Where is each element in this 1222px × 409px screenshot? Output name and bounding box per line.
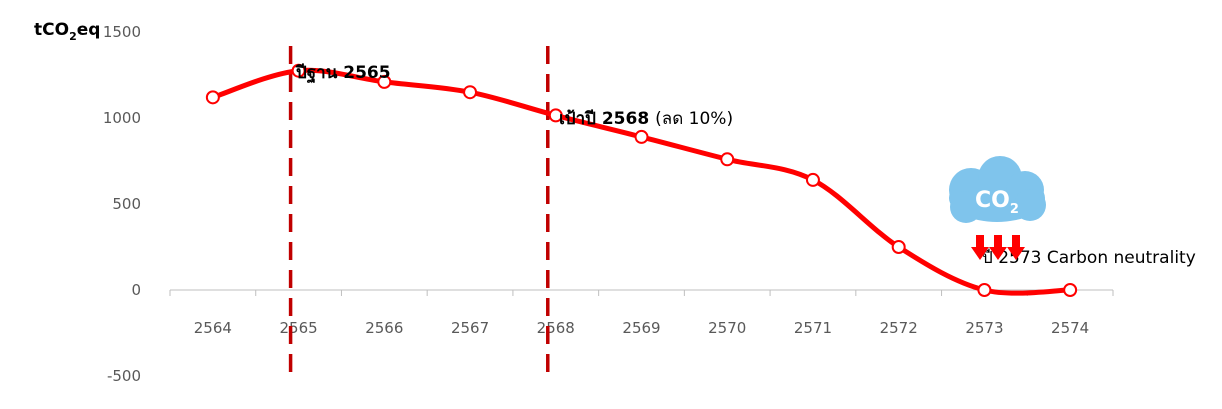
x-tick-label: 2566 xyxy=(365,319,403,337)
data-point-2568 xyxy=(548,108,563,123)
x-tick-label: 2570 xyxy=(708,319,746,337)
x-tick-label: 2567 xyxy=(451,319,489,337)
x-tick-label: 2573 xyxy=(965,319,1003,337)
y-tick-label: 0 xyxy=(131,281,141,299)
data-point-2572 xyxy=(891,240,906,254)
y-tick-label: 500 xyxy=(112,195,141,213)
x-tick-label: 2565 xyxy=(279,319,317,337)
data-point-2566 xyxy=(377,74,392,89)
x-tick-label: 2569 xyxy=(622,319,660,337)
x-axis: 2564 2565 2566 2567 2568 2569 2570 2571 2572 2573… xyxy=(169,289,1114,337)
co2-cloud-text: CO2 xyxy=(975,188,1019,217)
data-point-2569 xyxy=(634,129,649,144)
x-tick-label: 2568 xyxy=(537,319,575,337)
x-tick-label: 2574 xyxy=(1051,319,1089,337)
data-point-2571 xyxy=(805,172,820,187)
down-arrows-icon xyxy=(971,235,1025,260)
data-point-2567 xyxy=(463,85,478,100)
carbon-neutrality-label: ปี 2573 Carbon neutrality xyxy=(981,248,1196,268)
data-point-2574 xyxy=(1063,283,1078,297)
y-tick-label: -500 xyxy=(107,367,141,385)
data-point-2564 xyxy=(205,90,220,105)
data-point-2573 xyxy=(977,283,992,297)
data-point-2570 xyxy=(720,152,735,167)
x-tick-label: 2564 xyxy=(194,319,232,337)
series-group xyxy=(205,63,1078,297)
x-tick-label: 2572 xyxy=(880,319,918,337)
base-year-label: ปีฐาน 2565 xyxy=(295,62,390,84)
co2-cloud-icon: CO2 xyxy=(949,156,1046,223)
y-tick-label: 1500 xyxy=(103,23,141,41)
x-tick-label: 2571 xyxy=(794,319,832,337)
y-axis: -500 0 500 1000 1500 xyxy=(103,23,141,385)
series-line xyxy=(212,67,1071,296)
target-label: เป้าปี 2568 (ลด 10%) xyxy=(559,108,733,129)
y-axis-unit: tCO2eq xyxy=(34,20,100,43)
data-point-2565 xyxy=(291,63,306,78)
y-tick-label: 1000 xyxy=(103,109,141,127)
reference-lines xyxy=(288,46,550,380)
